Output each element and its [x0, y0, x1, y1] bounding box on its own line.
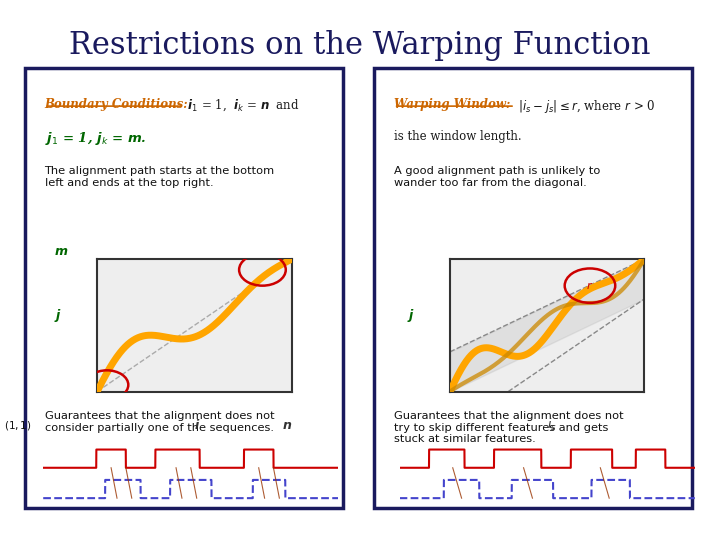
Text: Warping Window:: Warping Window:	[394, 98, 510, 111]
Text: A good alignment path is unlikely to
wander too far from the diagonal.: A good alignment path is unlikely to wan…	[394, 166, 600, 187]
Text: The alignment path starts at the bottom
left and ends at the top right.: The alignment path starts at the bottom …	[45, 166, 274, 187]
Text: $\boldsymbol{i}$: $\boldsymbol{i}$	[194, 417, 201, 431]
Text: $\boldsymbol{m}$: $\boldsymbol{m}$	[55, 245, 68, 258]
Text: $\boldsymbol{j}$: $\boldsymbol{j}$	[55, 307, 63, 324]
Text: $\boldsymbol{j}$: $\boldsymbol{j}$	[408, 307, 415, 324]
Text: $\boldsymbol{j}_1$ = 1, $\boldsymbol{j}_k$ = $\boldsymbol{m}$.: $\boldsymbol{j}_1$ = 1, $\boldsymbol{j}_…	[45, 130, 146, 147]
Text: Guarantees that the alignment does not
try to skip different features and gets
s: Guarantees that the alignment does not t…	[394, 411, 624, 444]
Text: $\boldsymbol{i_s}$: $\boldsymbol{i_s}$	[547, 416, 557, 433]
Text: $r$: $r$	[586, 280, 593, 291]
Text: $\boldsymbol{i}_1$ = 1,  $\boldsymbol{i}_k$ = $\boldsymbol{n}$  and: $\boldsymbol{i}_1$ = 1, $\boldsymbol{i}_…	[184, 98, 300, 113]
Text: Boundary Conditions:: Boundary Conditions:	[45, 98, 188, 111]
FancyBboxPatch shape	[25, 69, 343, 509]
FancyBboxPatch shape	[374, 69, 692, 509]
Text: Restrictions on the Warping Function: Restrictions on the Warping Function	[69, 30, 651, 60]
Text: Guarantees that the alignment does not
consider partially one of the sequences.: Guarantees that the alignment does not c…	[45, 411, 274, 433]
Text: $(1,1)$: $(1,1)$	[4, 419, 32, 432]
Text: $\boldsymbol{n}$: $\boldsymbol{n}$	[282, 418, 292, 431]
Text: is the window length.: is the window length.	[394, 130, 521, 143]
Text: $|i_s - j_s| \leq r$, where $r$ > 0: $|i_s - j_s| \leq r$, where $r$ > 0	[515, 98, 655, 115]
